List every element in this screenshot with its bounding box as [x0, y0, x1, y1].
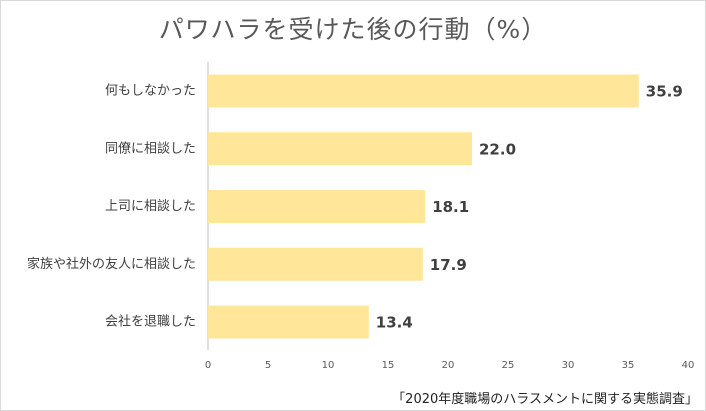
x-tick-label-4: 20	[442, 360, 455, 371]
x-tick-label-2: 10	[322, 360, 335, 371]
x-tick-label-8: 40	[682, 360, 695, 371]
bar-0	[208, 74, 639, 108]
x-tick-label-6: 30	[562, 360, 575, 371]
category-label-2: 上司に相談した	[105, 198, 196, 214]
bar-3	[208, 247, 423, 281]
x-tick-label-1: 5	[265, 360, 271, 371]
bar-2	[208, 190, 426, 223]
value-label-1: 22.0	[479, 140, 516, 158]
bar-1	[208, 132, 472, 166]
x-tick-label-7: 35	[622, 360, 635, 371]
value-label-0: 35.9	[646, 83, 683, 101]
value-label-4: 13.4	[376, 314, 413, 332]
category-label-3: 家族や社外の友人に相談した	[27, 256, 196, 272]
category-label-4: 会社を退職した	[105, 314, 196, 330]
chart-title: パワハラを受けた後の行動（%）	[158, 15, 548, 44]
value-label-2: 18.1	[432, 198, 469, 216]
x-tick-label-3: 15	[382, 360, 395, 371]
x-tick-label-0: 0	[205, 360, 211, 371]
category-label-1: 同僚に相談した	[105, 140, 196, 156]
category-label-0: 何もしなかった	[105, 83, 196, 99]
bar-4	[208, 305, 369, 339]
x-tick-label-5: 25	[502, 360, 515, 371]
value-label-3: 17.9	[430, 256, 467, 274]
source-note: 「2020年度職場のハラスメントに関する実態調査」	[392, 392, 698, 407]
